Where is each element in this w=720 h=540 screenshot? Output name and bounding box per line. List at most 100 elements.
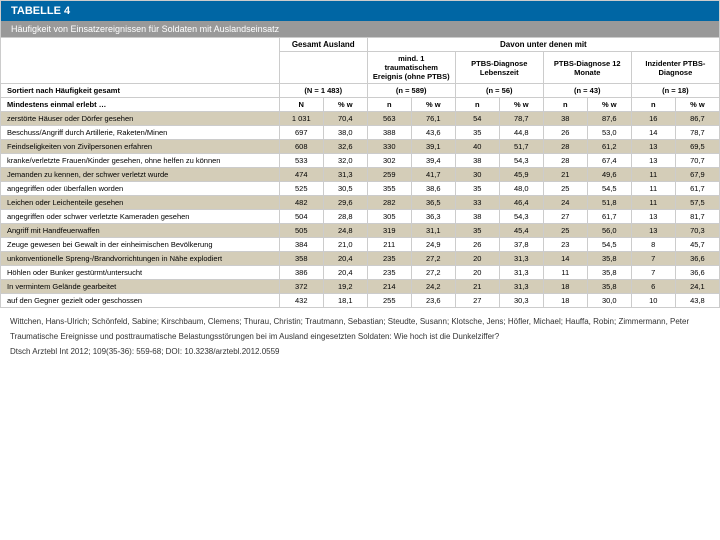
cell: 358 — [279, 252, 323, 266]
cell: 28 — [543, 140, 587, 154]
cell: 57,5 — [675, 196, 719, 210]
cell: 302 — [367, 154, 411, 168]
cell: 35,8 — [587, 252, 631, 266]
cell: 32,0 — [323, 154, 367, 168]
cell: 36,6 — [675, 266, 719, 280]
cell: 384 — [279, 238, 323, 252]
table-row: Höhlen oder Bunker gestürmt/untersucht38… — [1, 266, 720, 280]
cell: 432 — [279, 294, 323, 308]
cell: 24,1 — [675, 280, 719, 294]
cell: 81,7 — [675, 210, 719, 224]
cell: 355 — [367, 182, 411, 196]
cell: 13 — [631, 210, 675, 224]
header-col-pw: % w — [587, 98, 631, 112]
row-label: auf den Gegner gezielt oder geschossen — [1, 294, 280, 308]
header-col-pw: % w — [675, 98, 719, 112]
cell: 697 — [279, 126, 323, 140]
cell: 474 — [279, 168, 323, 182]
cell: 16 — [631, 112, 675, 126]
cell: 372 — [279, 280, 323, 294]
cell: 35 — [455, 126, 499, 140]
cell: 61,7 — [587, 210, 631, 224]
cell: 70,7 — [675, 154, 719, 168]
cell: 482 — [279, 196, 323, 210]
cell: 78,7 — [675, 126, 719, 140]
table-subtitle: Häufigkeit von Einsatzereignissen für So… — [0, 21, 720, 37]
header-col-N: N — [279, 98, 323, 112]
cell: 51,8 — [587, 196, 631, 210]
cell: 21 — [455, 280, 499, 294]
cell: 27 — [543, 210, 587, 224]
row-label: Höhlen oder Bunker gestürmt/untersucht — [1, 266, 280, 280]
cell: 11 — [631, 196, 675, 210]
cell: 31,3 — [323, 168, 367, 182]
cell: 67,4 — [587, 154, 631, 168]
header-n-1: (n = 589) — [367, 84, 455, 98]
cell: 35,8 — [587, 266, 631, 280]
table-row: In vermintem Gelände gearbeitet37219,221… — [1, 280, 720, 294]
header-col-n: n — [631, 98, 675, 112]
cell: 11 — [631, 182, 675, 196]
header-gesamt: Gesamt Ausland — [279, 38, 367, 52]
cell: 21,0 — [323, 238, 367, 252]
header-group-3: Inzidenter PTBS-Diagnose — [631, 52, 719, 84]
cell: 43,8 — [675, 294, 719, 308]
table-container: TABELLE 4 Häufigkeit von Einsatzereignis… — [0, 0, 720, 360]
cell: 24 — [543, 196, 587, 210]
cell: 20,4 — [323, 266, 367, 280]
cell: 69,5 — [675, 140, 719, 154]
table-title: TABELLE 4 — [0, 0, 720, 21]
table-row: zerstörte Häuser oder Dörfer gesehen1 03… — [1, 112, 720, 126]
cell: 32,6 — [323, 140, 367, 154]
cell: 14 — [631, 126, 675, 140]
header-n-2: (n = 56) — [455, 84, 543, 98]
row-label: Angriff mit Handfeuerwaffen — [1, 224, 280, 238]
row-label: unkonventionelle Spreng-/Brandvorrichtun… — [1, 252, 280, 266]
cell: 235 — [367, 252, 411, 266]
row-label: Zeuge gewesen bei Gewalt in der einheimi… — [1, 238, 280, 252]
cell: 504 — [279, 210, 323, 224]
cell: 18 — [543, 294, 587, 308]
table-row: Beschuss/Angriff durch Artillerie, Raket… — [1, 126, 720, 140]
cell: 14 — [543, 252, 587, 266]
header-davon: Davon unter denen mit — [367, 38, 719, 52]
cell: 35 — [455, 182, 499, 196]
cell: 282 — [367, 196, 411, 210]
cell: 54,3 — [499, 210, 543, 224]
cell: 38,6 — [411, 182, 455, 196]
cell: 45,9 — [499, 168, 543, 182]
cell: 76,1 — [411, 112, 455, 126]
table-row: angegriffen oder schwer verletzte Kamera… — [1, 210, 720, 224]
cell: 61,2 — [587, 140, 631, 154]
cell: 24,8 — [323, 224, 367, 238]
cell: 54,5 — [587, 182, 631, 196]
caption-title: Traumatische Ereignisse und posttraumati… — [0, 329, 720, 344]
row-label: angegriffen oder überfallen worden — [1, 182, 280, 196]
cell: 388 — [367, 126, 411, 140]
cell: 26 — [543, 126, 587, 140]
cell: 30,5 — [323, 182, 367, 196]
cell: 40 — [455, 140, 499, 154]
header-col-n: n — [543, 98, 587, 112]
table-row: auf den Gegner gezielt oder geschossen43… — [1, 294, 720, 308]
cell: 27 — [455, 294, 499, 308]
cell: 48,0 — [499, 182, 543, 196]
cell: 533 — [279, 154, 323, 168]
cell: 70,3 — [675, 224, 719, 238]
header-n-4: (n = 18) — [631, 84, 719, 98]
row-label: angegriffen oder schwer verletzte Kamera… — [1, 210, 280, 224]
cell: 11 — [631, 168, 675, 182]
cell: 35 — [455, 224, 499, 238]
cell: 7 — [631, 252, 675, 266]
table-row: Feindseligkeiten von Zivilpersonen erfah… — [1, 140, 720, 154]
cell: 54,3 — [499, 154, 543, 168]
cell: 38 — [455, 210, 499, 224]
cell: 26 — [455, 238, 499, 252]
cell: 61,7 — [675, 182, 719, 196]
row-label: kranke/verletzte Frauen/Kinder gesehen, … — [1, 154, 280, 168]
cell: 563 — [367, 112, 411, 126]
cell: 20,4 — [323, 252, 367, 266]
cell: 29,6 — [323, 196, 367, 210]
row-label: Beschuss/Angriff durch Artillerie, Raket… — [1, 126, 280, 140]
cell: 525 — [279, 182, 323, 196]
